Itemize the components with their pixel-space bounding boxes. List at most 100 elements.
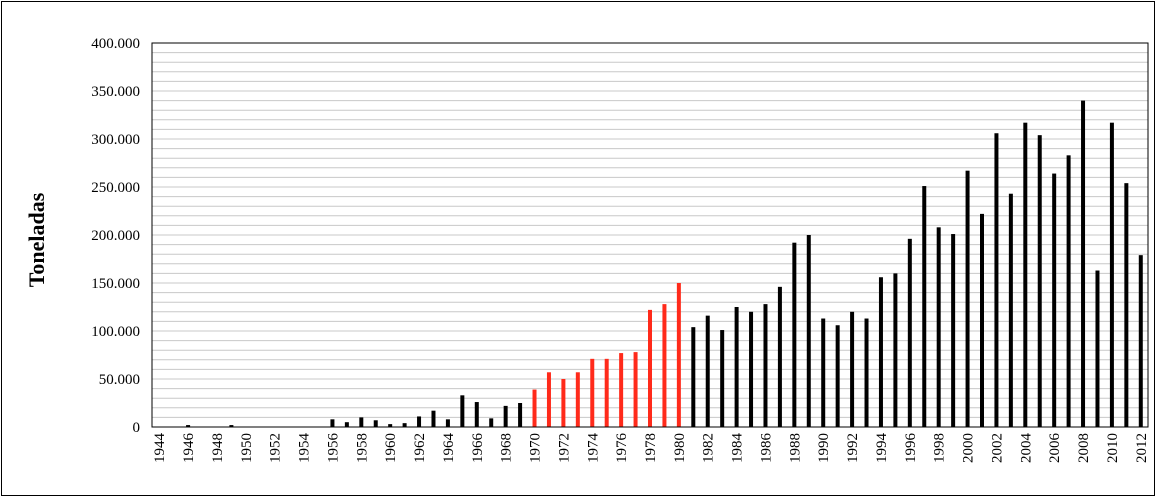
y-axis-label: Toneladas (24, 192, 49, 287)
bar-1968 (503, 405, 508, 427)
bar-1978 (648, 309, 652, 427)
y-tick-label: 150.000 (91, 276, 140, 292)
bar-1996 (907, 238, 912, 427)
y-axis-ticks: 0 50.000 100.000 150.000 200.000 250.000 300.0… (91, 36, 140, 436)
bar-1970 (532, 389, 537, 427)
bar-1969 (518, 403, 523, 427)
bar-2000 (965, 170, 970, 427)
bar-2011 (1124, 183, 1129, 427)
bar-1977 (633, 352, 638, 427)
x-tick-label: 1994 (874, 433, 890, 464)
bar-1965 (460, 395, 465, 427)
x-tick-label: 1962 (412, 433, 428, 463)
bar-1963 (431, 410, 436, 427)
x-tick-label: 1952 (268, 433, 284, 463)
bar-1989 (806, 235, 811, 427)
x-tick-label: 2004 (1018, 433, 1034, 464)
bar-1967 (489, 418, 494, 427)
x-tick-label: 1984 (730, 433, 746, 464)
plot-area (151, 42, 1149, 428)
x-tick-label: 1980 (672, 433, 688, 463)
y-tick-label: 100.000 (91, 324, 140, 340)
x-tick-label: 1954 (297, 433, 313, 464)
bar-1973 (575, 372, 580, 427)
bar-1972 (561, 379, 566, 427)
x-tick-label: 1964 (441, 433, 457, 464)
bar-1964 (445, 419, 450, 427)
bar-2005 (1037, 135, 1042, 427)
y-tick-label: 50.000 (99, 372, 140, 388)
bar-1997 (922, 186, 927, 427)
x-tick-label: 2006 (1047, 433, 1063, 464)
bar-2009 (1095, 270, 1100, 427)
bar-2007 (1066, 155, 1071, 427)
bar-1958 (359, 417, 364, 427)
x-tick-label: 1974 (585, 433, 601, 464)
bar-1971 (546, 372, 551, 427)
bar-1956 (330, 419, 335, 427)
bar-1959 (373, 420, 378, 427)
bar-1960 (388, 424, 393, 427)
bar-1985 (749, 311, 754, 427)
bar-1966 (474, 402, 479, 427)
x-tick-label: 2002 (989, 433, 1005, 463)
bar-1957 (344, 422, 349, 427)
x-tick-label: 1982 (701, 433, 717, 463)
bar-2008 (1081, 100, 1086, 427)
x-tick-label: 1976 (614, 433, 630, 464)
y-tick-label: 400.000 (91, 36, 140, 52)
x-tick-label: 1978 (643, 433, 659, 463)
bar-1983 (720, 330, 725, 427)
x-tick-label: 2008 (1076, 433, 1092, 463)
x-tick-label: 1960 (383, 433, 399, 463)
x-tick-label: 1986 (758, 433, 774, 464)
bar-1995 (893, 273, 898, 427)
x-tick-label: 2010 (1105, 433, 1121, 463)
x-tick-label: 1990 (816, 433, 832, 463)
bar-1984 (734, 307, 739, 427)
x-tick-label: 1988 (787, 433, 803, 463)
bar-1994 (878, 277, 883, 427)
y-tick-label: 300.000 (91, 132, 140, 148)
bar-2010 (1109, 122, 1114, 428)
y-tick-label: 200.000 (91, 228, 140, 244)
x-tick-label: 1998 (932, 433, 948, 463)
x-tick-label: 1970 (528, 433, 544, 463)
x-tick-label: 1958 (354, 433, 370, 463)
x-tick-label: 1948 (210, 433, 226, 463)
x-tick-label: 1950 (239, 433, 255, 463)
bar-1961 (402, 423, 407, 427)
x-tick-label: 2000 (961, 433, 977, 463)
bar-1949 (229, 425, 234, 427)
bars (186, 100, 1143, 428)
bar-1980 (676, 283, 681, 427)
bar-2001 (980, 213, 984, 427)
bar-1992 (850, 311, 855, 427)
x-tick-label: 1944 (152, 433, 168, 464)
bar-1999 (951, 234, 956, 427)
x-tick-label: 1968 (499, 433, 515, 463)
bar-1975 (604, 358, 609, 427)
bar-1987 (777, 286, 782, 427)
bar-1990 (821, 318, 826, 427)
bar-1981 (691, 327, 696, 427)
y-tick-label: 350.000 (91, 84, 140, 100)
bar-1986 (763, 304, 768, 427)
bar-1946 (186, 425, 191, 427)
bar-1982 (705, 315, 710, 427)
y-tick-label: 250.000 (91, 180, 140, 196)
x-tick-label: 2012 (1134, 433, 1150, 463)
x-tick-label: 1956 (325, 433, 341, 464)
x-tick-label: 1992 (845, 433, 861, 463)
bar-1979 (662, 304, 667, 427)
bar-2004 (1023, 122, 1028, 428)
bar-2002 (994, 133, 999, 428)
bar-1988 (792, 242, 797, 427)
bar-1993 (864, 318, 869, 427)
x-tick-label: 1966 (470, 433, 486, 464)
x-tick-label: 1972 (556, 433, 572, 463)
bar-2003 (1008, 193, 1013, 427)
bar-1998 (936, 227, 941, 427)
bar-1974 (590, 358, 595, 427)
